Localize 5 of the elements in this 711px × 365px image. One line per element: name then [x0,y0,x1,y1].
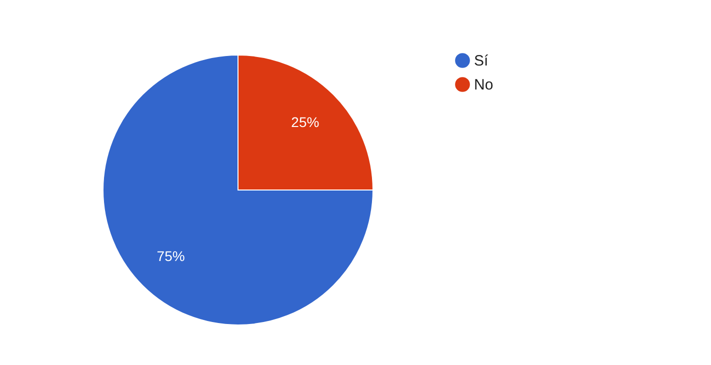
data-label: 25% [291,114,320,130]
data-label: 75% [156,248,185,264]
legend-label: No [474,76,494,94]
legend-label: Sí [474,52,490,70]
pie-slice [102,54,374,326]
